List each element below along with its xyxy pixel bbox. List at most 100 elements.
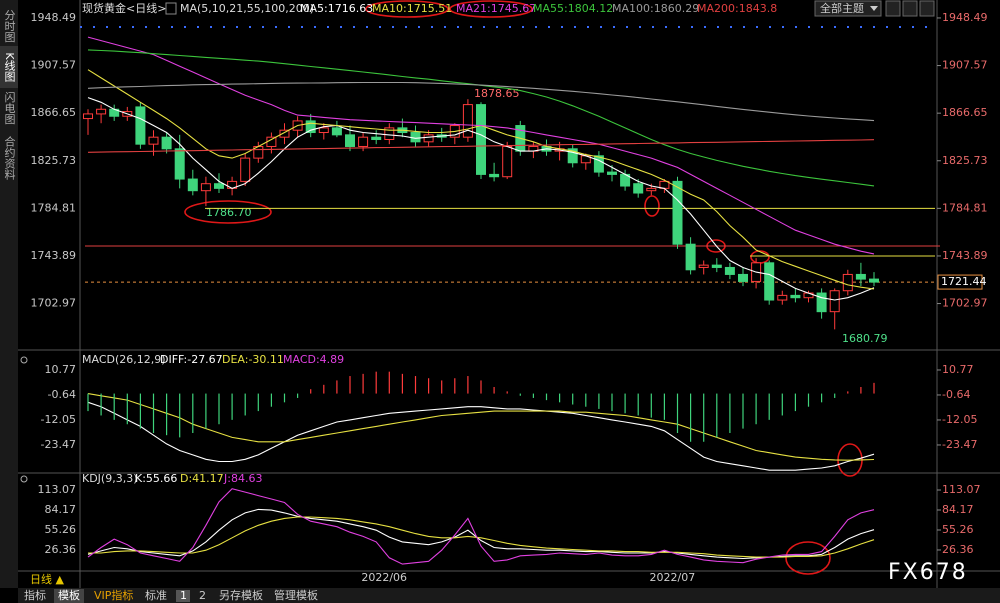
candle-body [345, 134, 355, 147]
candle-body [83, 113, 93, 120]
toolbar-tab[interactable]: 管理模板 [274, 588, 318, 602]
y-tick-label: 10.77 [942, 363, 974, 376]
y-tick-label: 113.07 [38, 483, 77, 496]
circle [785, 541, 831, 575]
y-tick-label: 1784.81 [942, 201, 988, 214]
toolbar-tab[interactable]: VIP指标 [94, 588, 133, 602]
toolbar-tab[interactable]: 指标 [24, 588, 46, 602]
series-line [87, 81, 875, 122]
candle-body [318, 127, 329, 134]
x-tick-label: 2022/07 [650, 571, 696, 584]
y-tick-label: -12.05 [41, 413, 76, 426]
candle-body [764, 262, 775, 301]
circle [449, 0, 533, 18]
button[interactable] [902, 0, 918, 17]
candle-body [174, 148, 185, 180]
candle-body [777, 294, 788, 301]
candle-body [200, 183, 211, 192]
legend-entry: D:41.17 [180, 472, 224, 485]
y-tick-label: 1907.57 [942, 59, 988, 72]
toolbar-tab[interactable]: 标准 [145, 588, 167, 602]
toolbar-tab[interactable]: 2 [199, 589, 206, 602]
y-tick-label: 26.36 [942, 543, 974, 556]
y-tick-label: -12.05 [942, 413, 977, 426]
sidebar-tab[interactable]: 闪电图 [3, 90, 16, 125]
candle-body [187, 178, 198, 192]
y-tick-label: 1743.89 [31, 249, 77, 262]
legend-entry: MA100:1860.29 [612, 2, 699, 15]
y-tick-label: -23.47 [41, 438, 76, 451]
sidebar-tab[interactable]: 合约资料 [3, 135, 16, 181]
y-tick-label: 84.17 [942, 503, 974, 516]
annotation: 1878.65 [474, 87, 520, 100]
candle-body [593, 155, 604, 173]
series-line [87, 97, 875, 301]
button[interactable] [919, 0, 935, 17]
dropdown-arrow[interactable] [870, 6, 878, 11]
icon [20, 475, 28, 483]
candle-body [214, 183, 224, 189]
sidebar-active [0, 46, 18, 88]
toolbar [18, 588, 1000, 603]
y-tick-label: 1907.57 [31, 59, 77, 72]
y-tick-label: 1702.97 [31, 297, 77, 310]
candle-body [685, 243, 696, 271]
y-tick-label: 1825.73 [942, 154, 988, 167]
y-tick-label: 1948.49 [31, 11, 77, 24]
icon[interactable] [165, 2, 177, 15]
y-tick-label: 55.26 [45, 523, 77, 536]
series-line [87, 393, 875, 461]
y-tick-label: -23.47 [942, 438, 977, 451]
series-line [87, 488, 875, 565]
candle-body [646, 187, 657, 192]
candle-body [567, 148, 578, 164]
price-tag [937, 274, 983, 290]
legend-entry: J:84.63 [223, 472, 262, 485]
y-tick-label: 84.17 [45, 503, 77, 516]
header-title: 现货黄金<日线> [82, 1, 166, 15]
candle-body [489, 173, 500, 178]
toolbar-tab[interactable]: 模板 [58, 588, 80, 602]
candle-body [423, 134, 434, 143]
legend-entry: MA5:1716.63 [300, 2, 373, 15]
sidebar-tab[interactable]: 分时图 [3, 9, 16, 43]
dropdown-label[interactable]: 全部主题 [820, 1, 864, 15]
candle-body [724, 266, 735, 275]
candle-body [266, 136, 277, 147]
sidebar [0, 0, 18, 588]
period-button[interactable]: 日线 ▲ [30, 572, 64, 586]
y-tick-label: 26.36 [45, 543, 77, 556]
y-tick-label: 1743.89 [942, 249, 988, 262]
candle-body [279, 129, 290, 138]
legend-entry: MA55:1804.12 [533, 2, 613, 15]
toolbar-tab[interactable]: 1 [180, 589, 187, 602]
candle-body [633, 183, 644, 194]
candle-body [698, 264, 709, 268]
toolbar-tab[interactable]: 另存模板 [219, 588, 263, 602]
legend-entry: MA21:1745.67 [456, 2, 536, 15]
candle-body [829, 290, 840, 313]
legend-entry: DEA:-30.11 [222, 353, 284, 366]
legend-entry: K:55.66 [135, 472, 177, 485]
series-line [88, 516, 875, 558]
y-tick-label: 1825.73 [31, 154, 77, 167]
y-tick-label: -0.64 [48, 388, 76, 401]
y-tick-label: 55.26 [942, 523, 974, 536]
candle-body [476, 104, 486, 175]
y-tick-label: 10.77 [45, 363, 77, 376]
button[interactable] [885, 0, 901, 17]
candle-body [240, 157, 251, 182]
legend-entry: MA10:1715.51 [372, 2, 452, 15]
series-line [87, 401, 875, 471]
candle-body [502, 145, 513, 178]
series-line [87, 139, 875, 153]
y-tick-label: 1702.97 [942, 297, 988, 310]
kdj-title: KDJ(9,3,3) [82, 472, 138, 485]
y-tick-label: 1948.49 [942, 11, 988, 24]
dropdown[interactable] [814, 0, 882, 17]
y-tick-label: 113.07 [942, 483, 981, 496]
candle-body [371, 136, 382, 141]
sidebar-tab[interactable]: K线图 [3, 52, 16, 82]
candle-body [462, 104, 473, 138]
